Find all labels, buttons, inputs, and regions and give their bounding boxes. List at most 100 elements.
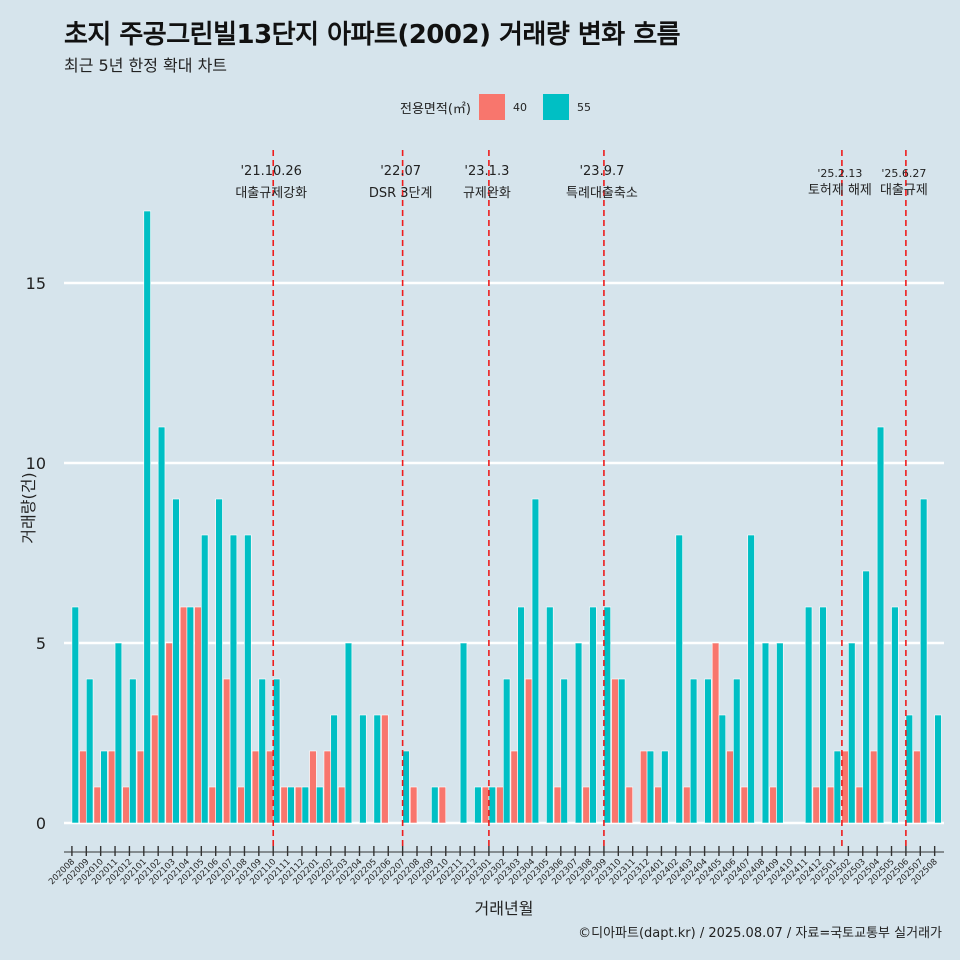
bar-55-202110 [272, 678, 281, 824]
bar-55-202312 [646, 750, 655, 824]
bar-55-202405 [718, 714, 727, 824]
chart-subtitle: 최근 5년 한정 확대 차트 [64, 56, 228, 75]
bar-55-202304 [531, 498, 540, 824]
bar-40-202104 [179, 606, 188, 824]
bar-55-202107 [229, 534, 238, 824]
bar-40-202102 [151, 714, 159, 824]
bar-55-202011 [114, 642, 123, 824]
legend-label-40: 40 [512, 100, 527, 114]
bar-40-202406 [726, 750, 734, 824]
bar-55-202009 [85, 678, 94, 824]
bar-40-202109 [251, 750, 260, 824]
bar-55-202204 [359, 714, 367, 824]
event-label-202506: 대출규제 [880, 183, 928, 198]
event-date-202502: '25.2.13 [817, 167, 862, 180]
event-date-202207: '22.07 [380, 164, 421, 179]
bar-55-202404 [704, 678, 712, 824]
bar-55-202307 [574, 642, 583, 824]
bar-40-202111 [280, 786, 288, 824]
bar-55-202402 [675, 534, 683, 824]
bar-55-202108 [244, 534, 252, 824]
event-date-202301: '23.1.3 [464, 164, 509, 179]
bar-40-202206 [381, 714, 389, 824]
bar-55-202201 [316, 786, 324, 824]
bar-55-202101 [143, 210, 151, 824]
bar-55-202109 [258, 678, 266, 824]
bar-55-202409 [776, 642, 784, 824]
bar-40-202101 [136, 750, 145, 824]
bar-40-202507 [913, 750, 921, 824]
bar-55-202205 [373, 714, 381, 824]
bar-40-202310 [611, 678, 619, 824]
x-axis-title: 거래년월 [475, 899, 534, 918]
y-tick-label: 5 [36, 634, 46, 653]
bar-55-202401 [661, 750, 669, 824]
event-label-202110: 대출규제강화 [235, 186, 307, 201]
bar-40-202403 [683, 786, 691, 824]
bar-55-202202 [330, 714, 338, 824]
bar-40-202308 [582, 786, 590, 824]
bar-55-202502 [848, 642, 856, 824]
event-date-202506: '25.6.27 [881, 167, 926, 180]
bar-55-202306 [560, 678, 568, 824]
bar-55-202111 [287, 786, 295, 824]
bar-55-202403 [689, 678, 698, 824]
bar-55-202508 [934, 714, 942, 824]
bar-55-202301 [488, 786, 496, 824]
event-label-202309: 특례대출축소 [566, 186, 638, 201]
bar-55-202203 [344, 642, 353, 824]
y-tick-label: 10 [26, 454, 46, 473]
y-tick-label: 0 [36, 814, 46, 833]
bar-55-202104 [186, 606, 195, 824]
bar-55-202406 [733, 678, 741, 824]
bars [71, 210, 942, 824]
bar-40-202312 [640, 750, 648, 824]
bar-55-202504 [876, 426, 885, 824]
bar-40-202107 [223, 678, 231, 824]
bar-40-202409 [769, 786, 777, 824]
bar-55-202008 [71, 606, 79, 824]
event-date-202309: '23.9.7 [579, 164, 624, 179]
bar-55-202112 [301, 786, 310, 824]
bar-40-202303 [510, 750, 518, 824]
bar-55-202209 [431, 786, 439, 824]
source-credit: ©디아파트(dapt.kr) / 2025.08.07 / 자료=국토교통부 실… [578, 926, 942, 941]
bar-55-202303 [517, 606, 525, 824]
event-label-202301: 규제완화 [463, 186, 511, 201]
bar-40-202405 [711, 642, 720, 824]
bar-40-202203 [338, 786, 346, 824]
legend: 전용면적(㎡) 40 55 [400, 92, 607, 122]
bar-40-202208 [409, 786, 418, 824]
event-label-202207: DSR 3단계 [369, 186, 433, 201]
legend-swatch-40 [478, 94, 505, 120]
bar-55-202505 [891, 606, 899, 824]
bar-55-202506 [905, 714, 913, 824]
bar-40-202010 [93, 786, 101, 824]
bar-40-202110 [266, 750, 274, 824]
legend-title: 전용면적(㎡) [400, 101, 471, 117]
bar-55-202106 [215, 498, 223, 824]
bar-40-202503 [855, 786, 864, 824]
bar-55-202507 [919, 498, 928, 824]
chart-title: 초지 주공그린빌13단지 아파트(2002) 거래량 변화 흐름 [64, 20, 681, 50]
bar-40-202201 [309, 750, 317, 824]
bar-55-202105 [201, 534, 209, 824]
bar-40-202412 [812, 786, 820, 824]
bar-40-202103 [165, 642, 173, 824]
bar-55-202411 [804, 606, 813, 824]
event-date-202110: '21.10.26 [240, 164, 301, 179]
bar-40-202304 [524, 678, 533, 824]
bar-55-202408 [761, 642, 770, 824]
bar-40-202112 [294, 786, 303, 824]
bar-55-202310 [618, 678, 626, 824]
bar-40-202501 [826, 786, 835, 824]
bar-55-202407 [747, 534, 755, 824]
bar-40-202306 [553, 786, 562, 824]
bar-55-202102 [157, 426, 166, 824]
bar-40-202105 [194, 606, 202, 824]
bar-40-202302 [496, 786, 504, 824]
y-axis-title: 거래량(건) [19, 472, 38, 543]
bar-55-202010 [100, 750, 108, 824]
bar-40-202012 [122, 786, 130, 824]
